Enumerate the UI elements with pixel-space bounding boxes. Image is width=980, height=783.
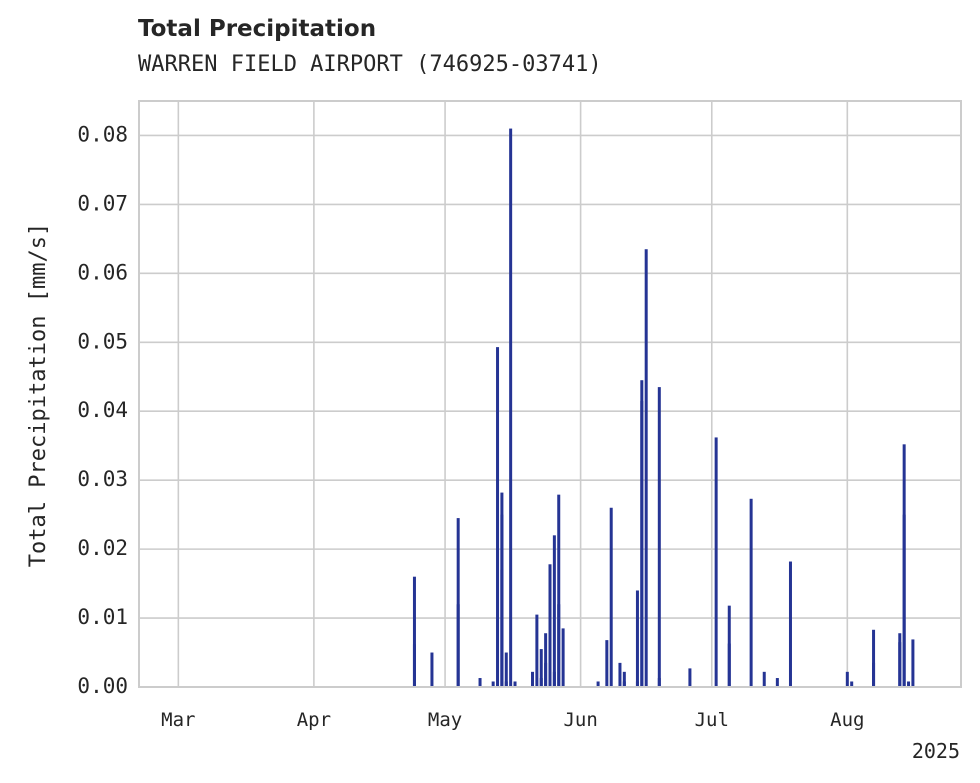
bar <box>911 639 915 687</box>
bar <box>845 671 849 687</box>
bar <box>622 671 626 687</box>
plot-frame <box>138 100 962 688</box>
bar <box>605 640 609 687</box>
x-offset-label: 2025 <box>912 739 960 763</box>
bar <box>557 604 561 687</box>
bar <box>412 576 416 687</box>
bar <box>872 629 876 687</box>
bars <box>412 128 915 688</box>
y-tick-label: 0.02 <box>77 536 128 560</box>
bar <box>539 649 543 687</box>
y-tick-label: 0.03 <box>77 467 128 491</box>
bar <box>491 681 495 687</box>
bar <box>500 569 504 687</box>
bar <box>688 668 692 687</box>
bar <box>775 678 779 687</box>
x-tick-label: Aug <box>830 709 864 731</box>
bar <box>456 518 460 687</box>
bar <box>496 347 500 687</box>
grid-lines <box>139 101 961 688</box>
y-tick-label: 0.08 <box>77 122 128 146</box>
y-tick-label: 0.06 <box>77 260 128 284</box>
bar <box>727 643 731 687</box>
bar <box>548 564 552 687</box>
chart-title: Total Precipitation <box>138 16 377 42</box>
bar <box>907 681 911 687</box>
bar <box>531 671 535 687</box>
bar <box>552 535 556 687</box>
x-tick-label: Jun <box>563 709 597 731</box>
bar <box>635 590 639 687</box>
bar <box>635 681 639 687</box>
y-tick-label: 0.04 <box>77 398 128 422</box>
bar <box>749 498 753 687</box>
y-axis-label: Total Precipitation [mm/s] <box>26 223 51 567</box>
bar <box>412 644 416 687</box>
bar <box>622 681 626 687</box>
chart-subtitle: WARREN FIELD AIRPORT (746925-03741) <box>138 52 602 77</box>
bar <box>872 662 876 687</box>
y-tick-label: 0.07 <box>77 191 128 215</box>
bar <box>788 561 792 687</box>
bar <box>557 494 561 687</box>
bar <box>657 678 661 687</box>
bar <box>644 249 648 688</box>
bar <box>478 678 482 687</box>
bar <box>509 128 513 687</box>
bar <box>430 652 434 687</box>
x-tick-label: Jul <box>695 709 729 731</box>
bar <box>504 652 508 687</box>
bar <box>618 662 622 687</box>
x-tick-labels: Mar Apr May Jun Jul Aug <box>161 709 864 731</box>
y-tick-labels: 0.00 0.01 0.02 0.03 0.04 0.05 0.06 0.07 0.08 <box>77 122 128 698</box>
bar <box>640 380 644 687</box>
y-tick-label: 0.00 <box>77 674 128 698</box>
x-tick-label: Mar <box>161 709 195 731</box>
y-tick-label: 0.01 <box>77 605 128 629</box>
y-tick-label: 0.05 <box>77 329 128 353</box>
bar <box>513 681 517 687</box>
x-tick-label: May <box>428 709 462 731</box>
x-tick-label: Apr <box>297 709 331 731</box>
bar <box>902 514 906 687</box>
bar <box>609 507 613 687</box>
bar <box>850 681 854 687</box>
bar <box>456 604 460 687</box>
bar <box>544 633 548 687</box>
bar <box>535 614 539 687</box>
bar <box>762 671 766 687</box>
bar <box>898 642 902 687</box>
bar <box>657 387 661 687</box>
bar <box>596 681 600 687</box>
bar <box>561 628 565 687</box>
bar <box>714 437 718 687</box>
